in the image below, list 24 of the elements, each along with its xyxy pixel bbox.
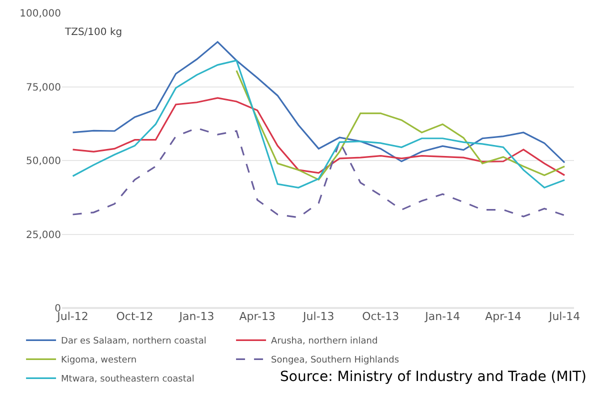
line-series xyxy=(236,70,566,180)
x-tick-label: Apr-14 xyxy=(485,310,522,323)
x-tick-label: Jul-13 xyxy=(302,310,334,323)
x-tick-label: Jan-13 xyxy=(178,310,214,323)
legend-label: Dar es Salaam, northern coastal xyxy=(61,336,206,347)
legend-label: Songea, Southern Highlands xyxy=(271,356,400,366)
line-series xyxy=(72,127,566,218)
x-tick-label: Jul-14 xyxy=(548,310,580,323)
y-axis-title: TZS/100 kg xyxy=(64,27,122,38)
legend-label: Mtwara, southeastern coastal xyxy=(61,374,194,385)
x-tick-label: Oct-12 xyxy=(116,310,154,323)
line-series xyxy=(72,41,566,164)
legend-label: Arusha, northern inland xyxy=(271,336,378,347)
x-tick-label: Oct-13 xyxy=(362,310,400,323)
y-tick-label: 100,000 xyxy=(20,8,61,20)
line-series xyxy=(72,60,566,188)
source-note: Source: Ministry of Industry and Trade (MIT) xyxy=(280,369,586,385)
y-tick-label: 25,000 xyxy=(26,230,61,241)
legend-label: Kigoma, western xyxy=(61,356,137,366)
y-tick-label: 50,000 xyxy=(26,156,61,167)
x-tick-label: Jan-14 xyxy=(424,310,460,323)
y-tick-label: 75,000 xyxy=(26,82,61,94)
line-series xyxy=(72,97,566,176)
x-tick-label: Apr-13 xyxy=(239,310,276,323)
